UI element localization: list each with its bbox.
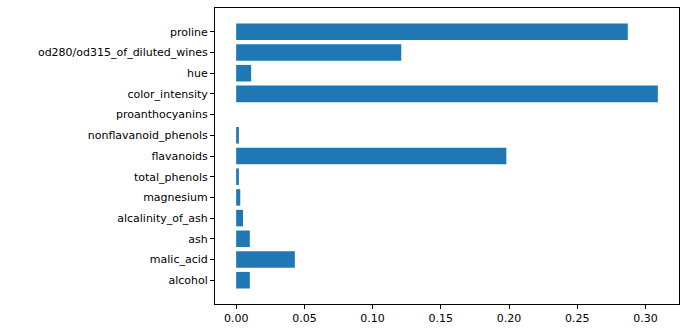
svg-text:ash: ash — [188, 233, 207, 246]
svg-text:0.25: 0.25 — [565, 312, 590, 325]
svg-text:total_phenols: total_phenols — [134, 171, 208, 184]
svg-text:hue: hue — [187, 67, 208, 80]
svg-text:alcohol: alcohol — [168, 274, 207, 287]
svg-text:0.30: 0.30 — [633, 312, 658, 325]
svg-text:0.10: 0.10 — [360, 312, 385, 325]
svg-text:0.15: 0.15 — [429, 312, 454, 325]
svg-text:0.20: 0.20 — [497, 312, 521, 325]
svg-text:alcalinity_of_ash: alcalinity_of_ash — [117, 212, 208, 225]
svg-text:proanthocyanins: proanthocyanins — [116, 108, 208, 121]
svg-text:malic_acid: malic_acid — [150, 253, 208, 266]
svg-text:flavanoids: flavanoids — [151, 150, 208, 163]
svg-text:magnesium: magnesium — [143, 191, 208, 204]
svg-text:0.05: 0.05 — [292, 312, 317, 325]
svg-text:color_intensity: color_intensity — [128, 88, 209, 101]
svg-text:od280/od315_of_diluted_wines: od280/od315_of_diluted_wines — [38, 46, 208, 59]
svg-text:proline: proline — [170, 26, 208, 39]
svg-text:nonflavanoid_phenols: nonflavanoid_phenols — [88, 129, 208, 142]
svg-text:0.00: 0.00 — [224, 312, 249, 325]
